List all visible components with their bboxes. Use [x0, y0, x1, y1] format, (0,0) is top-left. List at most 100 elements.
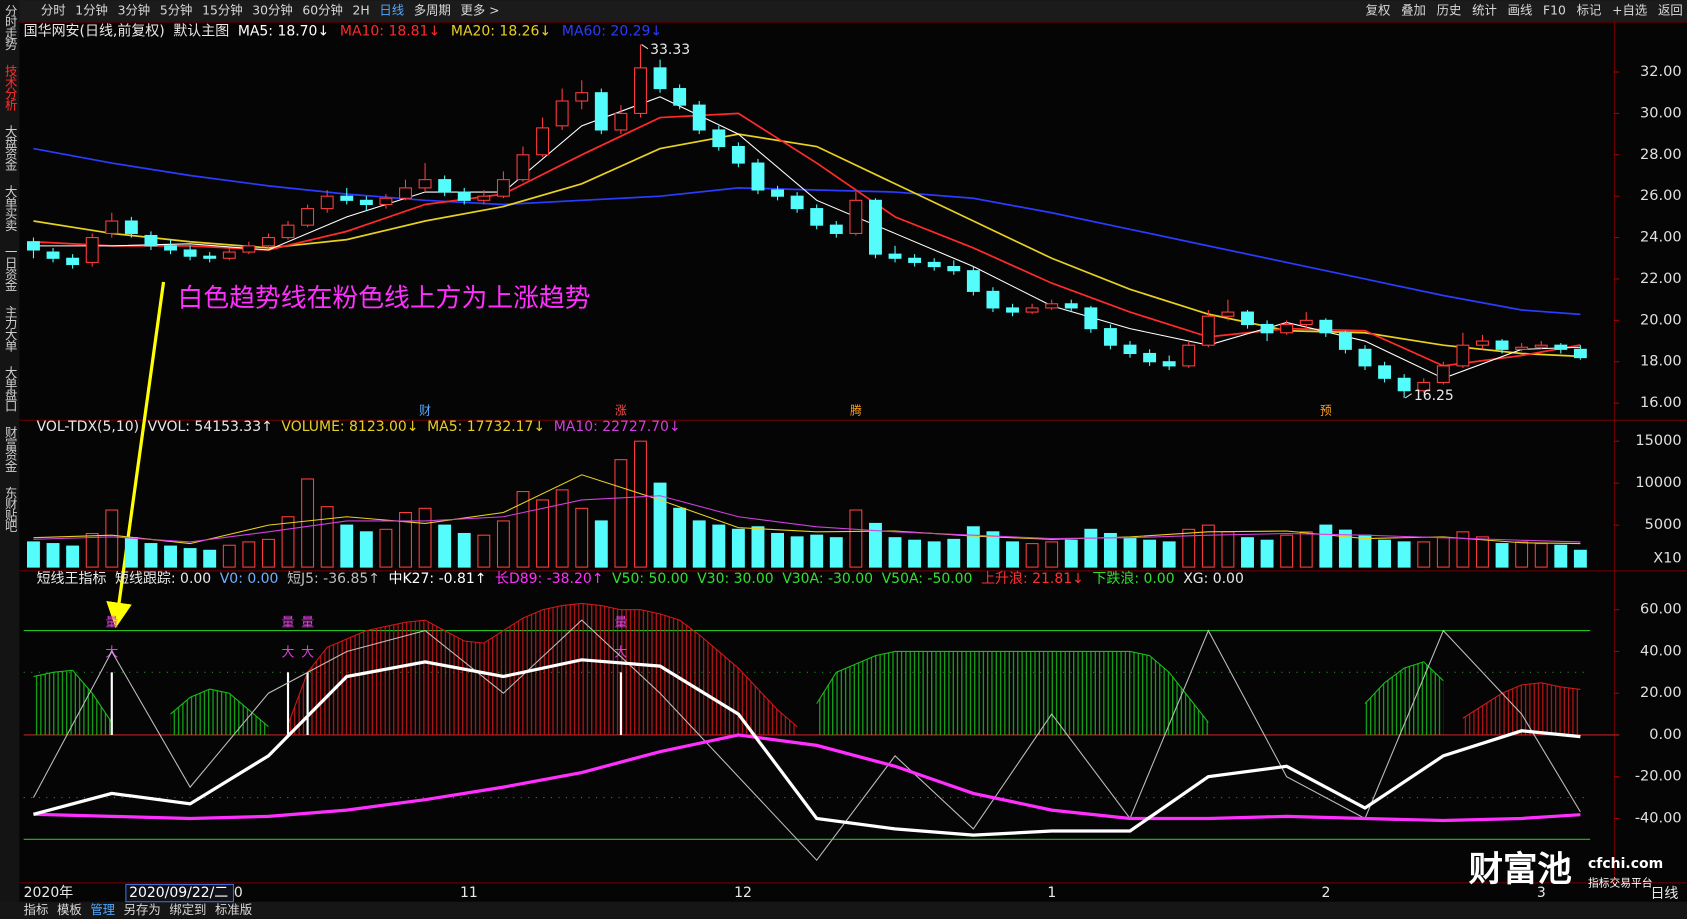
candle-body	[457, 191, 471, 201]
side-tab[interactable]: 大单盘口	[3, 366, 17, 412]
volume-bar	[1084, 528, 1098, 568]
side-tab[interactable]: 一日资金	[3, 245, 17, 291]
candle-body	[751, 162, 765, 191]
volume-bar	[1143, 539, 1157, 568]
volume-bar	[516, 491, 530, 568]
candle-body	[829, 224, 843, 234]
candle-body	[66, 257, 80, 266]
period-tab[interactable]: 2H	[353, 3, 370, 17]
bottom-tab[interactable]: 另存为	[124, 903, 161, 917]
event-marker: 涨	[615, 404, 627, 418]
volume-bar	[438, 524, 452, 568]
ma-legend: MA5: 18.70↓	[238, 23, 329, 39]
wave-edge	[33, 669, 113, 723]
volume-bar	[124, 537, 138, 568]
tool-button[interactable]: 画线	[1508, 3, 1533, 17]
period-tab[interactable]: 30分钟	[252, 2, 292, 17]
volume-bar	[634, 440, 647, 568]
volume-bar	[1554, 544, 1568, 568]
candle-body	[947, 266, 961, 272]
wave-area	[1364, 661, 1444, 735]
candle-body	[359, 199, 373, 206]
year-label: 2020年	[24, 885, 74, 901]
period-tab[interactable]: 1分钟	[75, 2, 108, 17]
candle-body	[1045, 303, 1059, 309]
side-tab[interactable]: 财富资金	[3, 426, 17, 472]
indicator-line	[32, 619, 1581, 862]
y-tick-label: -20.00	[1635, 769, 1682, 785]
wave-edge	[1364, 661, 1444, 705]
candle-body	[1378, 365, 1392, 379]
side-tab[interactable]: 技术分析	[3, 65, 17, 112]
candle-body	[868, 199, 882, 255]
volume-ma-line	[33, 495, 1581, 543]
period-tab[interactable]: 15分钟	[202, 2, 242, 17]
signal-top: 量	[301, 616, 314, 631]
header-item: MA10: 22727.70↓	[554, 419, 681, 435]
bottom-tab[interactable]: 管理	[90, 902, 115, 917]
tool-button[interactable]: 复权	[1366, 3, 1391, 17]
candle-body	[1143, 352, 1157, 363]
period-tab[interactable]: 多周期	[414, 3, 451, 17]
tool-button[interactable]: F10	[1543, 3, 1566, 17]
candle-body	[27, 241, 40, 251]
volume-bar	[1319, 524, 1333, 568]
period-tab[interactable]: 60分钟	[302, 2, 342, 17]
side-tab[interactable]: 大单买卖	[3, 185, 17, 232]
divider	[19, 882, 1687, 884]
candle-body	[1554, 344, 1568, 350]
tool-button[interactable]: 叠加	[1401, 3, 1426, 17]
tool-button[interactable]: +自选	[1612, 3, 1647, 17]
tool-button[interactable]: 返回	[1658, 3, 1683, 17]
volume-bar	[203, 549, 217, 568]
bottom-tab[interactable]: 模板	[57, 903, 82, 917]
volume-bar	[810, 534, 824, 568]
y-tick-label: 15000	[1635, 433, 1681, 449]
volume-bar	[301, 478, 315, 568]
volume-bar	[731, 528, 745, 568]
side-tab[interactable]: 分时走势	[3, 4, 17, 50]
bottom-tab[interactable]: 标准版	[215, 903, 252, 917]
side-tab[interactable]: 主力大单	[3, 306, 17, 353]
candle-body	[281, 224, 295, 239]
volume-bar	[614, 459, 628, 568]
candle-body	[1006, 307, 1019, 313]
candle-body	[301, 208, 315, 226]
bottom-tab[interactable]: 指标	[24, 902, 49, 917]
candle-body	[712, 129, 726, 148]
y-tick-label: 40.00	[1640, 643, 1682, 659]
bottom-tab[interactable]: 绑定到	[169, 902, 206, 917]
volume-bar	[66, 545, 80, 568]
wave-area	[1462, 682, 1581, 735]
logo-site: cfchi.com	[1588, 856, 1663, 872]
wave-area	[170, 689, 269, 735]
side-tab[interactable]: 东财贴吧	[3, 486, 17, 532]
period-tab[interactable]: 5分钟	[160, 2, 193, 17]
y-tick-label: -40.00	[1635, 810, 1682, 826]
candle-body	[1162, 361, 1176, 367]
tool-button[interactable]: 标记	[1577, 3, 1602, 17]
candle-body	[477, 195, 491, 201]
tool-button[interactable]: 历史	[1437, 3, 1462, 17]
period-tab[interactable]: 3分钟	[118, 2, 151, 17]
period-tab[interactable]: 分时	[41, 3, 66, 17]
candle-body	[1534, 344, 1548, 348]
candle-body	[1103, 328, 1117, 346]
candle-body	[908, 257, 922, 263]
candle-body	[1280, 323, 1294, 334]
candle-body	[888, 253, 902, 259]
period-tab[interactable]: 更多 >	[461, 3, 500, 17]
volume-bar	[144, 543, 158, 568]
candle-body	[1476, 340, 1489, 346]
candle-body	[105, 220, 119, 234]
candle-body	[1358, 348, 1372, 367]
header-item: 短J5: -36.85↑	[287, 571, 380, 587]
side-tab[interactable]: 大盘资金	[3, 125, 17, 171]
signal-top: 量	[105, 616, 118, 631]
candle-body	[966, 270, 980, 292]
header-item: V0: 0.00	[220, 571, 279, 587]
tool-button[interactable]: 统计	[1472, 3, 1497, 17]
volume-bar	[1280, 534, 1294, 568]
wave-edge	[1462, 682, 1581, 719]
period-tab[interactable]: 日线	[379, 3, 404, 17]
